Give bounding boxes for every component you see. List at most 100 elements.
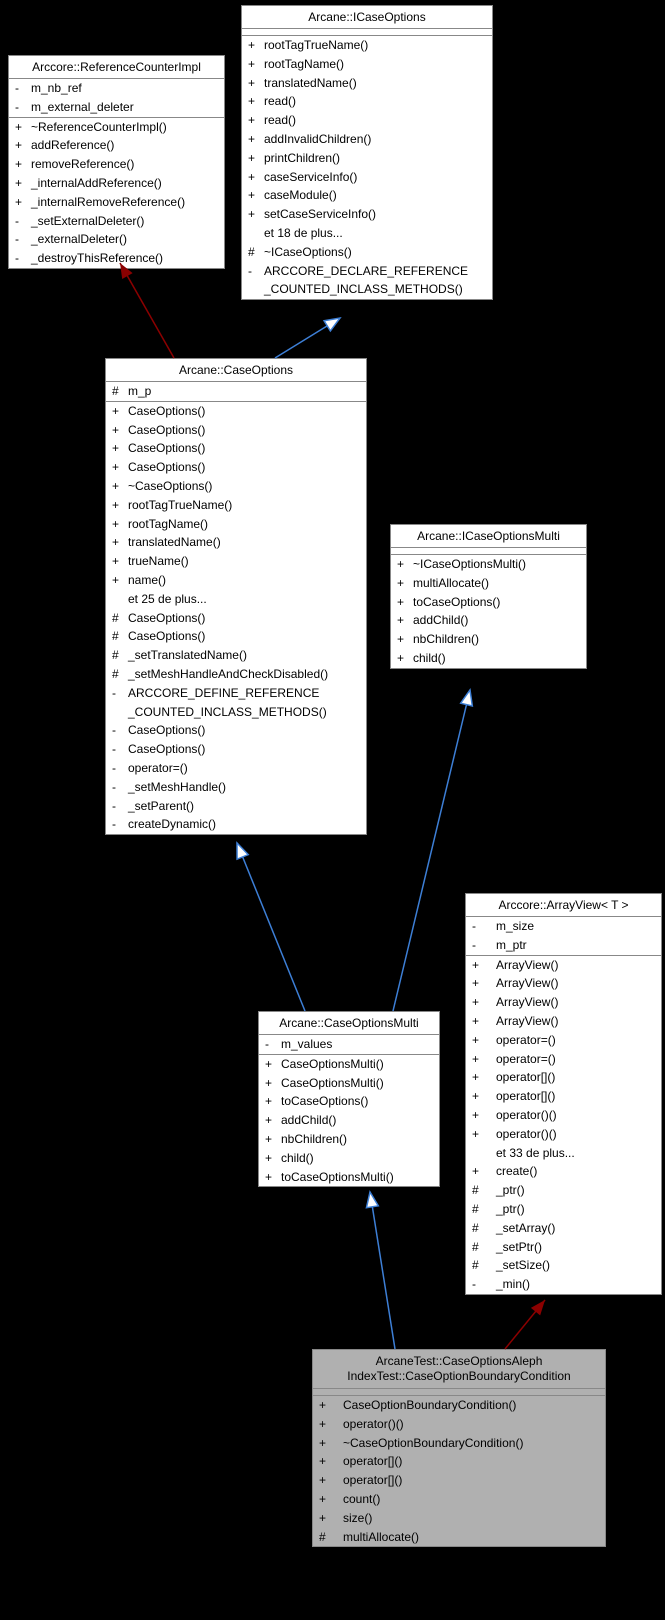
visibility: #: [472, 1182, 496, 1199]
member-name: operator()(): [496, 1107, 655, 1124]
member-row: et 33 de plus...: [466, 1144, 661, 1163]
class-caseoptions: Arcane::CaseOptions #m_p +CaseOptions()+…: [105, 358, 367, 835]
member-name: et 33 de plus...: [496, 1145, 655, 1162]
class-attrs: [242, 29, 492, 36]
visibility: #: [472, 1257, 496, 1274]
visibility: -: [265, 1036, 281, 1053]
member-name: setCaseServiceInfo(): [264, 206, 486, 223]
member-name: create(): [496, 1163, 655, 1180]
class-title: Arcane::ICaseOptions: [242, 6, 492, 29]
member-row: +CaseOptionsMulti(): [259, 1074, 439, 1093]
visibility: #: [112, 666, 128, 683]
class-boundary-condition: ArcaneTest::CaseOptionsAleph IndexTest::…: [312, 1349, 606, 1547]
member-name: ARCCORE_DECLARE_REFERENCE: [264, 263, 486, 280]
visibility: +: [112, 459, 128, 476]
member-name: _COUNTED_INCLASS_METHODS(): [264, 281, 486, 298]
visibility: +: [265, 1112, 281, 1129]
member-row: -m_external_deleter: [9, 98, 224, 117]
member-row: +ArrayView(): [466, 956, 661, 975]
member-name: ~ICaseOptions(): [264, 244, 486, 261]
member-name: ~ICaseOptionsMulti(): [413, 556, 580, 573]
visibility: +: [112, 440, 128, 457]
visibility: #: [112, 628, 128, 645]
visibility: -: [15, 250, 31, 267]
visibility: +: [319, 1435, 343, 1452]
visibility: +: [319, 1491, 343, 1508]
member-name: ArrayView(): [496, 975, 655, 992]
member-name: CaseOptions(): [128, 741, 360, 758]
member-name: et 25 de plus...: [128, 591, 360, 608]
member-name: CaseOptions(): [128, 440, 360, 457]
member-row: -m_nb_ref: [9, 79, 224, 98]
member-row: +CaseOptions(): [106, 439, 366, 458]
member-name: ~CaseOptionBoundaryCondition(): [343, 1435, 599, 1452]
class-ref-counter: Arccore::ReferenceCounterImpl -m_nb_ref-…: [8, 55, 225, 269]
visibility: +: [112, 403, 128, 420]
class-icaseoptionsmulti: Arcane::ICaseOptionsMulti +~ICaseOptions…: [390, 524, 587, 669]
visibility: +: [397, 631, 413, 648]
visibility: [248, 225, 264, 242]
inheritance-edge: [237, 843, 305, 1011]
member-row: +~CaseOptionBoundaryCondition(): [313, 1434, 605, 1453]
visibility: +: [248, 169, 264, 186]
member-name: name(): [128, 572, 360, 589]
visibility: +: [112, 553, 128, 570]
member-row: +addChild(): [259, 1111, 439, 1130]
member-name: CaseOptions(): [128, 610, 360, 627]
member-name: _internalRemoveReference(): [31, 194, 218, 211]
member-row: +toCaseOptionsMulti(): [259, 1168, 439, 1187]
member-name: _internalAddReference(): [31, 175, 218, 192]
member-row: +create(): [466, 1162, 661, 1181]
member-name: CaseOptions(): [128, 628, 360, 645]
member-row: et 18 de plus...: [242, 224, 492, 243]
visibility: +: [15, 175, 31, 192]
visibility: #: [112, 383, 128, 400]
class-title: Arcane::CaseOptionsMulti: [259, 1012, 439, 1035]
member-row: +rootTagTrueName(): [242, 36, 492, 55]
member-row: +ArrayView(): [466, 993, 661, 1012]
visibility: +: [248, 37, 264, 54]
visibility: -: [112, 685, 128, 702]
visibility: +: [397, 612, 413, 629]
member-row: +operator[](): [466, 1087, 661, 1106]
member-row: -_setMeshHandle(): [106, 778, 366, 797]
member-row: +CaseOptionBoundaryCondition(): [313, 1396, 605, 1415]
visibility: +: [472, 957, 496, 974]
member-name: CaseOptionsMulti(): [281, 1056, 433, 1073]
member-name: read(): [264, 112, 486, 129]
member-row: +child(): [259, 1149, 439, 1168]
member-row: +translatedName(): [106, 533, 366, 552]
member-name: translatedName(): [128, 534, 360, 551]
member-name: _setPtr(): [496, 1239, 655, 1256]
member-row: +size(): [313, 1509, 605, 1528]
member-row: +_internalAddReference(): [9, 174, 224, 193]
visibility: +: [265, 1131, 281, 1148]
visibility: #: [112, 647, 128, 664]
visibility: -: [112, 741, 128, 758]
member-row: -ARCCORE_DECLARE_REFERENCE: [242, 262, 492, 281]
member-row: -_min(): [466, 1275, 661, 1294]
visibility: -: [112, 816, 128, 833]
member-name: createDynamic(): [128, 816, 360, 833]
member-row: +~CaseOptions(): [106, 477, 366, 496]
member-row: +nbChildren(): [391, 630, 586, 649]
member-name: _min(): [496, 1276, 655, 1293]
visibility: #: [319, 1529, 343, 1546]
member-name: child(): [413, 650, 580, 667]
member-name: m_size: [496, 918, 655, 935]
class-methods: +rootTagTrueName()+rootTagName()+transla…: [242, 36, 492, 299]
visibility: -: [472, 1276, 496, 1293]
visibility: [112, 704, 128, 721]
member-name: CaseOptions(): [128, 722, 360, 739]
member-name: read(): [264, 93, 486, 110]
visibility: +: [472, 1163, 496, 1180]
visibility: +: [248, 206, 264, 223]
visibility: -: [112, 760, 128, 777]
visibility: +: [112, 422, 128, 439]
visibility: -: [248, 263, 264, 280]
member-name: _ptr(): [496, 1182, 655, 1199]
visibility: +: [472, 975, 496, 992]
member-name: toCaseOptions(): [281, 1093, 433, 1110]
member-row: -createDynamic(): [106, 815, 366, 834]
member-row: -m_values: [259, 1035, 439, 1054]
